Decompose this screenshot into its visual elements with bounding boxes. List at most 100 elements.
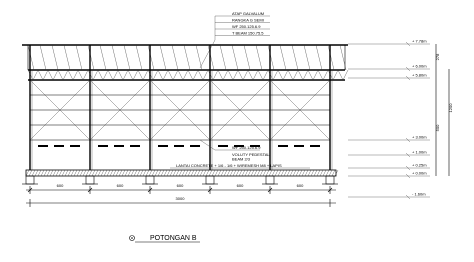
truss-web	[137, 69, 144, 81]
roof-purlin	[303, 44, 311, 71]
truss-web	[132, 69, 139, 81]
truss-web	[97, 69, 104, 81]
truss-web	[102, 69, 109, 81]
slab-hatch	[304, 169, 309, 177]
slab-hatch	[55, 169, 60, 177]
vertical-dimension: 500	[435, 124, 440, 131]
level-mark	[405, 75, 411, 81]
truss-web	[247, 69, 254, 81]
truss-web	[92, 69, 99, 81]
dim-slash	[327, 187, 333, 193]
truss-web	[297, 69, 304, 81]
bracing	[89, 79, 151, 141]
truss-web	[342, 69, 349, 81]
structure	[22, 15, 450, 207]
truss-web	[32, 69, 39, 81]
slab-hatch	[253, 169, 258, 177]
roof-annotation: T BEAM 150.75.5	[232, 31, 264, 36]
level-label: + 0.25m	[412, 163, 427, 168]
truss-web	[197, 69, 204, 81]
level-mark	[405, 41, 411, 47]
slab-hatch	[46, 169, 51, 177]
drawing-title: POTONGAN B	[150, 235, 197, 242]
slab-hatch	[112, 169, 117, 177]
slab-hatch	[217, 169, 222, 177]
slab-hatch	[49, 169, 54, 177]
truss-web	[192, 69, 199, 81]
slab-hatch	[226, 169, 231, 177]
truss-web	[302, 69, 309, 81]
slab-hatch	[193, 169, 198, 177]
total-dimension: 3000	[176, 196, 186, 201]
slab-hatch	[121, 169, 126, 177]
slab-hatch	[292, 169, 297, 177]
slab-hatch	[154, 169, 159, 177]
leader-line	[199, 139, 216, 151]
slab-hatch	[301, 169, 306, 177]
slab-hatch	[256, 169, 261, 177]
roof-purlin	[243, 44, 251, 71]
footing	[145, 175, 155, 185]
slab-hatch	[283, 169, 288, 177]
slab-hatch	[43, 169, 48, 177]
truss-web	[62, 69, 69, 81]
truss-web	[57, 69, 64, 81]
dim-slash	[207, 187, 213, 193]
slab-hatch	[109, 169, 114, 177]
slab-hatch	[28, 169, 33, 177]
slab-hatch	[223, 169, 228, 177]
wall-opening	[158, 145, 168, 147]
level-mark	[405, 137, 411, 143]
truss-web	[292, 69, 299, 81]
slab-hatch	[67, 169, 72, 177]
slab-hatch	[175, 169, 180, 177]
pedestal-annotation: BEAM 2/3	[232, 157, 251, 162]
slab-hatch	[268, 169, 273, 177]
roof-purlin	[315, 44, 323, 71]
slab-hatch	[136, 169, 141, 177]
bay-dimension: 600	[117, 183, 124, 188]
slab-hatch	[286, 169, 291, 177]
level-label: + 6.00m	[412, 64, 427, 69]
roof-purlin	[219, 44, 227, 71]
roof-purlin	[339, 44, 347, 71]
slab-hatch	[199, 169, 204, 177]
footing	[325, 175, 335, 185]
bracing	[209, 79, 271, 141]
wall-opening	[114, 145, 124, 147]
slab-hatch	[61, 169, 66, 177]
slab-hatch	[214, 169, 219, 177]
slab-hatch	[91, 169, 96, 177]
slab-hatch	[322, 169, 327, 177]
slab-hatch	[220, 169, 225, 177]
truss-web	[217, 69, 224, 81]
slab-hatch	[130, 169, 135, 177]
slab-hatch	[163, 169, 168, 177]
truss-web	[47, 69, 54, 81]
truss-web	[317, 69, 324, 81]
truss-web	[282, 69, 289, 81]
wall-opening	[130, 145, 140, 147]
wall-opening	[38, 145, 48, 147]
roof-purlin	[207, 44, 215, 71]
slab-hatch	[139, 169, 144, 177]
slab-hatch	[76, 169, 81, 177]
roof-purlin	[123, 44, 131, 71]
wall-opening	[234, 145, 244, 147]
dim-slash	[27, 187, 33, 193]
truss-web	[117, 69, 124, 81]
slab-hatch	[274, 169, 279, 177]
truss-web	[72, 69, 79, 81]
level-label: + 1.00m	[412, 150, 427, 155]
level-label: + 5.80m	[412, 73, 427, 78]
truss-web	[157, 69, 164, 81]
truss-web	[332, 69, 339, 81]
bracing	[29, 79, 91, 141]
slab-hatch	[70, 169, 75, 177]
slab-hatch	[328, 169, 333, 177]
slab-hatch	[31, 169, 36, 177]
truss-web	[177, 69, 184, 81]
truss-web	[77, 69, 84, 81]
slab-hatch	[37, 169, 42, 177]
